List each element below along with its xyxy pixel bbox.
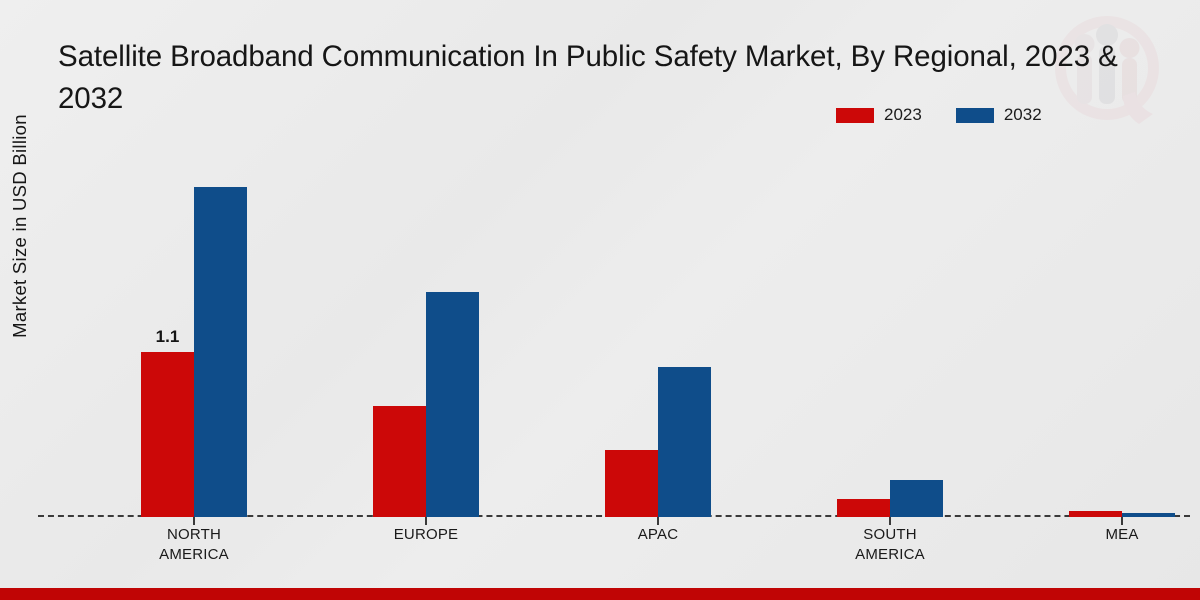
bar-2023-south-america[interactable] (837, 499, 890, 517)
bar-pair (316, 150, 536, 517)
bar-2032-mea[interactable] (1122, 512, 1175, 517)
bar-pair (548, 150, 768, 517)
footer-accent-bar (0, 588, 1200, 600)
bar-2032-south-america[interactable] (890, 479, 943, 517)
bar-value-label: 1.1 (155, 327, 180, 347)
x-axis-category-label: SOUTH AMERICA (855, 526, 925, 564)
bar-group: MEA (1012, 150, 1200, 543)
x-axis-category-label: MEA (1105, 526, 1139, 543)
chart-title: Satellite Broadband Communication In Pub… (58, 40, 1118, 115)
legend-swatch-2032 (955, 107, 994, 123)
y-axis-label: Market Size in USD Billion (9, 114, 30, 338)
bar-pair (1012, 150, 1200, 517)
bar-pair: 1.1 (84, 150, 304, 517)
chart-legend: 2023 2032 (836, 105, 1042, 125)
x-axis-tick (425, 517, 427, 525)
bar-2032-europe[interactable] (426, 292, 479, 517)
x-axis-category-label: EUROPE (393, 526, 459, 543)
x-axis-tick (657, 517, 659, 525)
bar-2032-apac[interactable] (658, 367, 711, 517)
legend-item-2032[interactable]: 2032 (955, 105, 1042, 125)
bar-2023-mea[interactable] (1069, 511, 1122, 517)
bar-group: SOUTH AMERICA (780, 150, 1000, 563)
legend-label-2023: 2023 (884, 105, 922, 124)
legend-item-2023[interactable]: 2023 (836, 105, 922, 125)
bar-group: 1.1 NORTH AMERICA (84, 150, 304, 563)
x-axis-category-label: NORTH AMERICA (159, 526, 229, 564)
bar-2032-north-america[interactable] (194, 187, 247, 517)
x-axis-tick (193, 517, 195, 525)
bar-group: EUROPE (316, 150, 536, 543)
bar-pair (780, 150, 1000, 517)
x-axis-tick (1121, 517, 1123, 525)
x-axis-category-label: APAC (637, 526, 679, 543)
legend-swatch-2023 (836, 107, 874, 123)
x-axis-tick (889, 517, 891, 525)
legend-label-2032: 2032 (1003, 105, 1042, 124)
bar-2023-apac[interactable] (605, 449, 658, 517)
bar-2023-europe[interactable] (373, 406, 426, 517)
bar-group: APAC (548, 150, 768, 543)
bar-2023-north-america[interactable]: 1.1 (141, 327, 194, 517)
plot-area: 1.1 NORTH AMERICA EUROPE APAC SOUTH AMERICA M… (38, 150, 1190, 563)
